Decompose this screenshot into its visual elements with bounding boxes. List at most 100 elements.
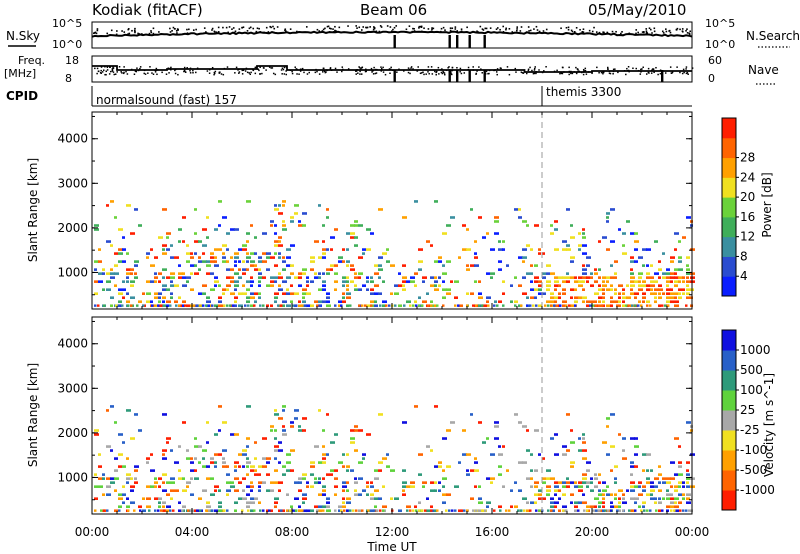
velocity-echo <box>686 493 691 496</box>
power-echo <box>642 280 646 283</box>
power-echo <box>250 296 255 300</box>
nsearch-point <box>175 30 178 32</box>
power-echo <box>342 280 347 283</box>
power-echo <box>638 284 642 287</box>
power-echo <box>486 300 489 304</box>
power-echo <box>626 296 631 300</box>
power-echo <box>114 272 119 275</box>
power-echo <box>146 280 151 283</box>
nave-point <box>96 72 98 75</box>
nsearch-point <box>525 31 528 33</box>
velocity-echo <box>402 489 405 492</box>
velocity-echo <box>594 505 597 509</box>
velocity-echo <box>166 505 171 509</box>
nave-point <box>514 67 517 70</box>
power-echo <box>638 256 643 259</box>
nsearch-point <box>570 29 573 32</box>
colorbar-swatch <box>722 450 736 471</box>
velocity-echo <box>442 469 445 472</box>
nave-point <box>627 66 630 68</box>
velocity-echo <box>150 485 155 488</box>
nave-point <box>598 71 600 74</box>
velocity-echo <box>301 509 304 512</box>
time-tick-label: 20:00 <box>575 525 610 539</box>
power-echo <box>182 284 187 287</box>
power-echo <box>234 272 239 275</box>
velocity-echo <box>310 465 315 468</box>
velocity-echo <box>610 413 615 416</box>
velocity-echo <box>126 477 131 480</box>
power-ylabel: Slant Range [km] <box>26 158 40 262</box>
velocity-echo <box>282 409 285 412</box>
velocity-echo <box>470 413 473 416</box>
nsearch-point <box>322 28 325 31</box>
velocity-echo <box>162 413 167 416</box>
velocity-echo <box>610 505 614 509</box>
velocity-echo <box>118 497 123 501</box>
power-echo <box>418 248 423 251</box>
power-echo <box>234 300 237 304</box>
velocity-echo <box>678 465 682 468</box>
velocity-echo <box>334 493 337 496</box>
nsearch-point <box>588 29 591 32</box>
power-echo <box>682 276 685 279</box>
velocity-echo <box>322 477 325 480</box>
velocity-echo <box>354 493 358 496</box>
nsky-tick-top: 10^5 <box>52 17 82 30</box>
nsearch-point <box>249 26 252 29</box>
power-echo <box>250 264 254 267</box>
nave-point <box>545 66 547 68</box>
power-echo <box>346 304 349 308</box>
velocity-echo <box>314 445 319 448</box>
power-echo <box>134 276 138 279</box>
power-echo <box>538 292 543 296</box>
nave-point <box>475 72 478 75</box>
velocity-echo <box>582 437 585 440</box>
power-echo <box>390 264 395 267</box>
nsearch-point <box>542 30 545 32</box>
nsearch-point <box>234 30 237 33</box>
power-echo <box>474 264 479 267</box>
nave-point <box>441 68 443 70</box>
power-echo <box>342 276 346 279</box>
power-echo <box>630 260 635 263</box>
power-echo <box>418 296 421 300</box>
power-echo <box>686 256 690 259</box>
velocity-echo <box>162 481 165 484</box>
velocity-colorbar-label: Velocity [m s^-1] <box>762 373 776 477</box>
power-echo <box>474 252 477 255</box>
power-echo <box>358 224 363 227</box>
nave-point <box>299 70 302 72</box>
nave-point <box>152 73 155 75</box>
velocity-echo <box>118 453 123 456</box>
power-echo <box>606 280 609 283</box>
nave-point <box>577 70 579 72</box>
velocity-echo <box>530 501 534 505</box>
nave-point <box>167 67 170 69</box>
power-echo <box>622 292 625 296</box>
nave-point <box>570 72 572 75</box>
nsearch-point <box>296 30 298 33</box>
nave-point <box>428 72 430 75</box>
nave-point <box>410 67 412 69</box>
velocity-echo <box>98 465 102 468</box>
power-echo <box>650 284 655 287</box>
velocity-echo <box>650 481 654 484</box>
nsearch-point <box>131 29 133 32</box>
velocity-echo <box>146 497 151 501</box>
velocity-echo <box>418 509 421 512</box>
nsearch-point <box>375 30 378 33</box>
velocity-echo <box>510 505 513 509</box>
power-echo <box>638 276 642 279</box>
colorbar-swatch <box>722 118 736 139</box>
power-echo <box>302 288 307 291</box>
velocity-echo <box>490 477 495 480</box>
power-echo <box>170 272 175 275</box>
velocity-echo <box>247 509 250 512</box>
nave-point <box>125 70 127 73</box>
velocity-echo <box>163 509 166 512</box>
velocity-echo <box>238 453 242 456</box>
velocity-echo <box>190 477 193 480</box>
power-echo <box>630 272 634 275</box>
velocity-echo <box>246 501 251 505</box>
